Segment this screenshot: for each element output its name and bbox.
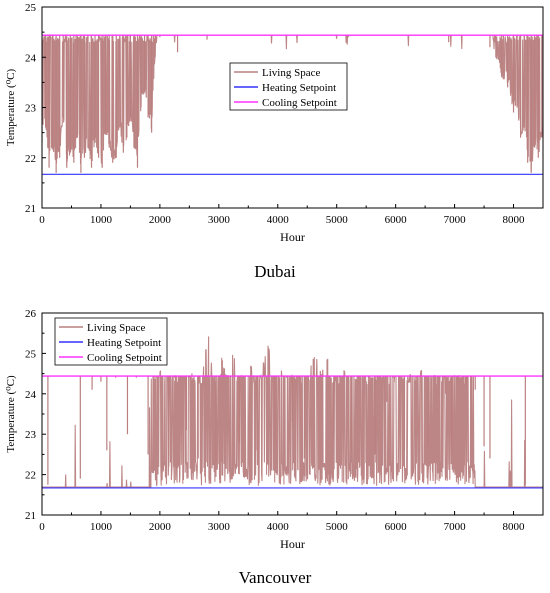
y-tick-label: 22 [25,470,36,482]
y-tick-label: 25 [25,2,37,14]
x-axis-label: Hour [280,537,305,551]
y-tick-label: 24 [25,52,37,64]
legend: Living Space Heating Setpoint Cooling Setp… [229,62,348,111]
chart-panel-dubai: 0 1000 2000 3000 4000 5000 6000 7000 8000 21 22 23 2… [5,2,544,244]
legend: Living Space Heating Setpoint Cooling Setp… [54,317,168,366]
x-tick-label: 1000 [90,214,113,226]
y-tick-label: 22 [25,153,36,165]
x-tick-label: 2000 [149,521,172,533]
x-tick-label: 4000 [267,214,290,226]
y-tick-label: 25 [25,348,37,360]
x-tick-label: 6000 [385,214,408,226]
x-tick-label: 6000 [385,521,408,533]
y-tick-label: 23 [25,103,37,115]
y-tick-label: 26 [25,308,37,320]
x-tick-label: 8000 [503,214,526,226]
x-tick-label: 3000 [208,521,231,533]
x-tick-label: 3000 [208,214,231,226]
legend-label: Living Space [87,322,145,334]
legend-label: Heating Setpoint [262,82,336,94]
x-tick-label: 5000 [326,521,349,533]
y-tick-label: 23 [25,429,37,441]
x-tick-label: 7000 [444,214,467,226]
x-axis-label: Hour [280,230,305,244]
caption-vancouver: Vancouver [238,568,312,587]
caption-dubai: Dubai [254,262,296,281]
x-tick-label: 0 [39,214,45,226]
y-tick-label: 21 [25,203,36,215]
x-tick-label: 5000 [326,214,349,226]
x-tick-label: 7000 [444,521,467,533]
chart-panel-vancouver: 0 1000 2000 3000 4000 5000 6000 7000 8000 21 22 23 2… [5,308,544,551]
x-tick-label: 4000 [267,521,290,533]
legend-label: Living Space [262,67,320,79]
x-tick-label: 2000 [149,214,172,226]
living-space-trace [42,34,543,173]
y-axis-label: Temperature (⁰C) [5,69,17,147]
legend-label: Heating Setpoint [87,337,161,349]
legend-label: Cooling Setpoint [87,352,162,364]
x-tick-label: 1000 [90,521,113,533]
y-tick-label: 24 [25,389,37,401]
x-tick-label: 8000 [503,521,526,533]
x-tick-label: 0 [39,521,45,533]
y-axis-label: Temperature (⁰C) [5,375,17,453]
y-tick-label: 21 [25,510,36,522]
legend-label: Cooling Setpoint [262,97,337,109]
